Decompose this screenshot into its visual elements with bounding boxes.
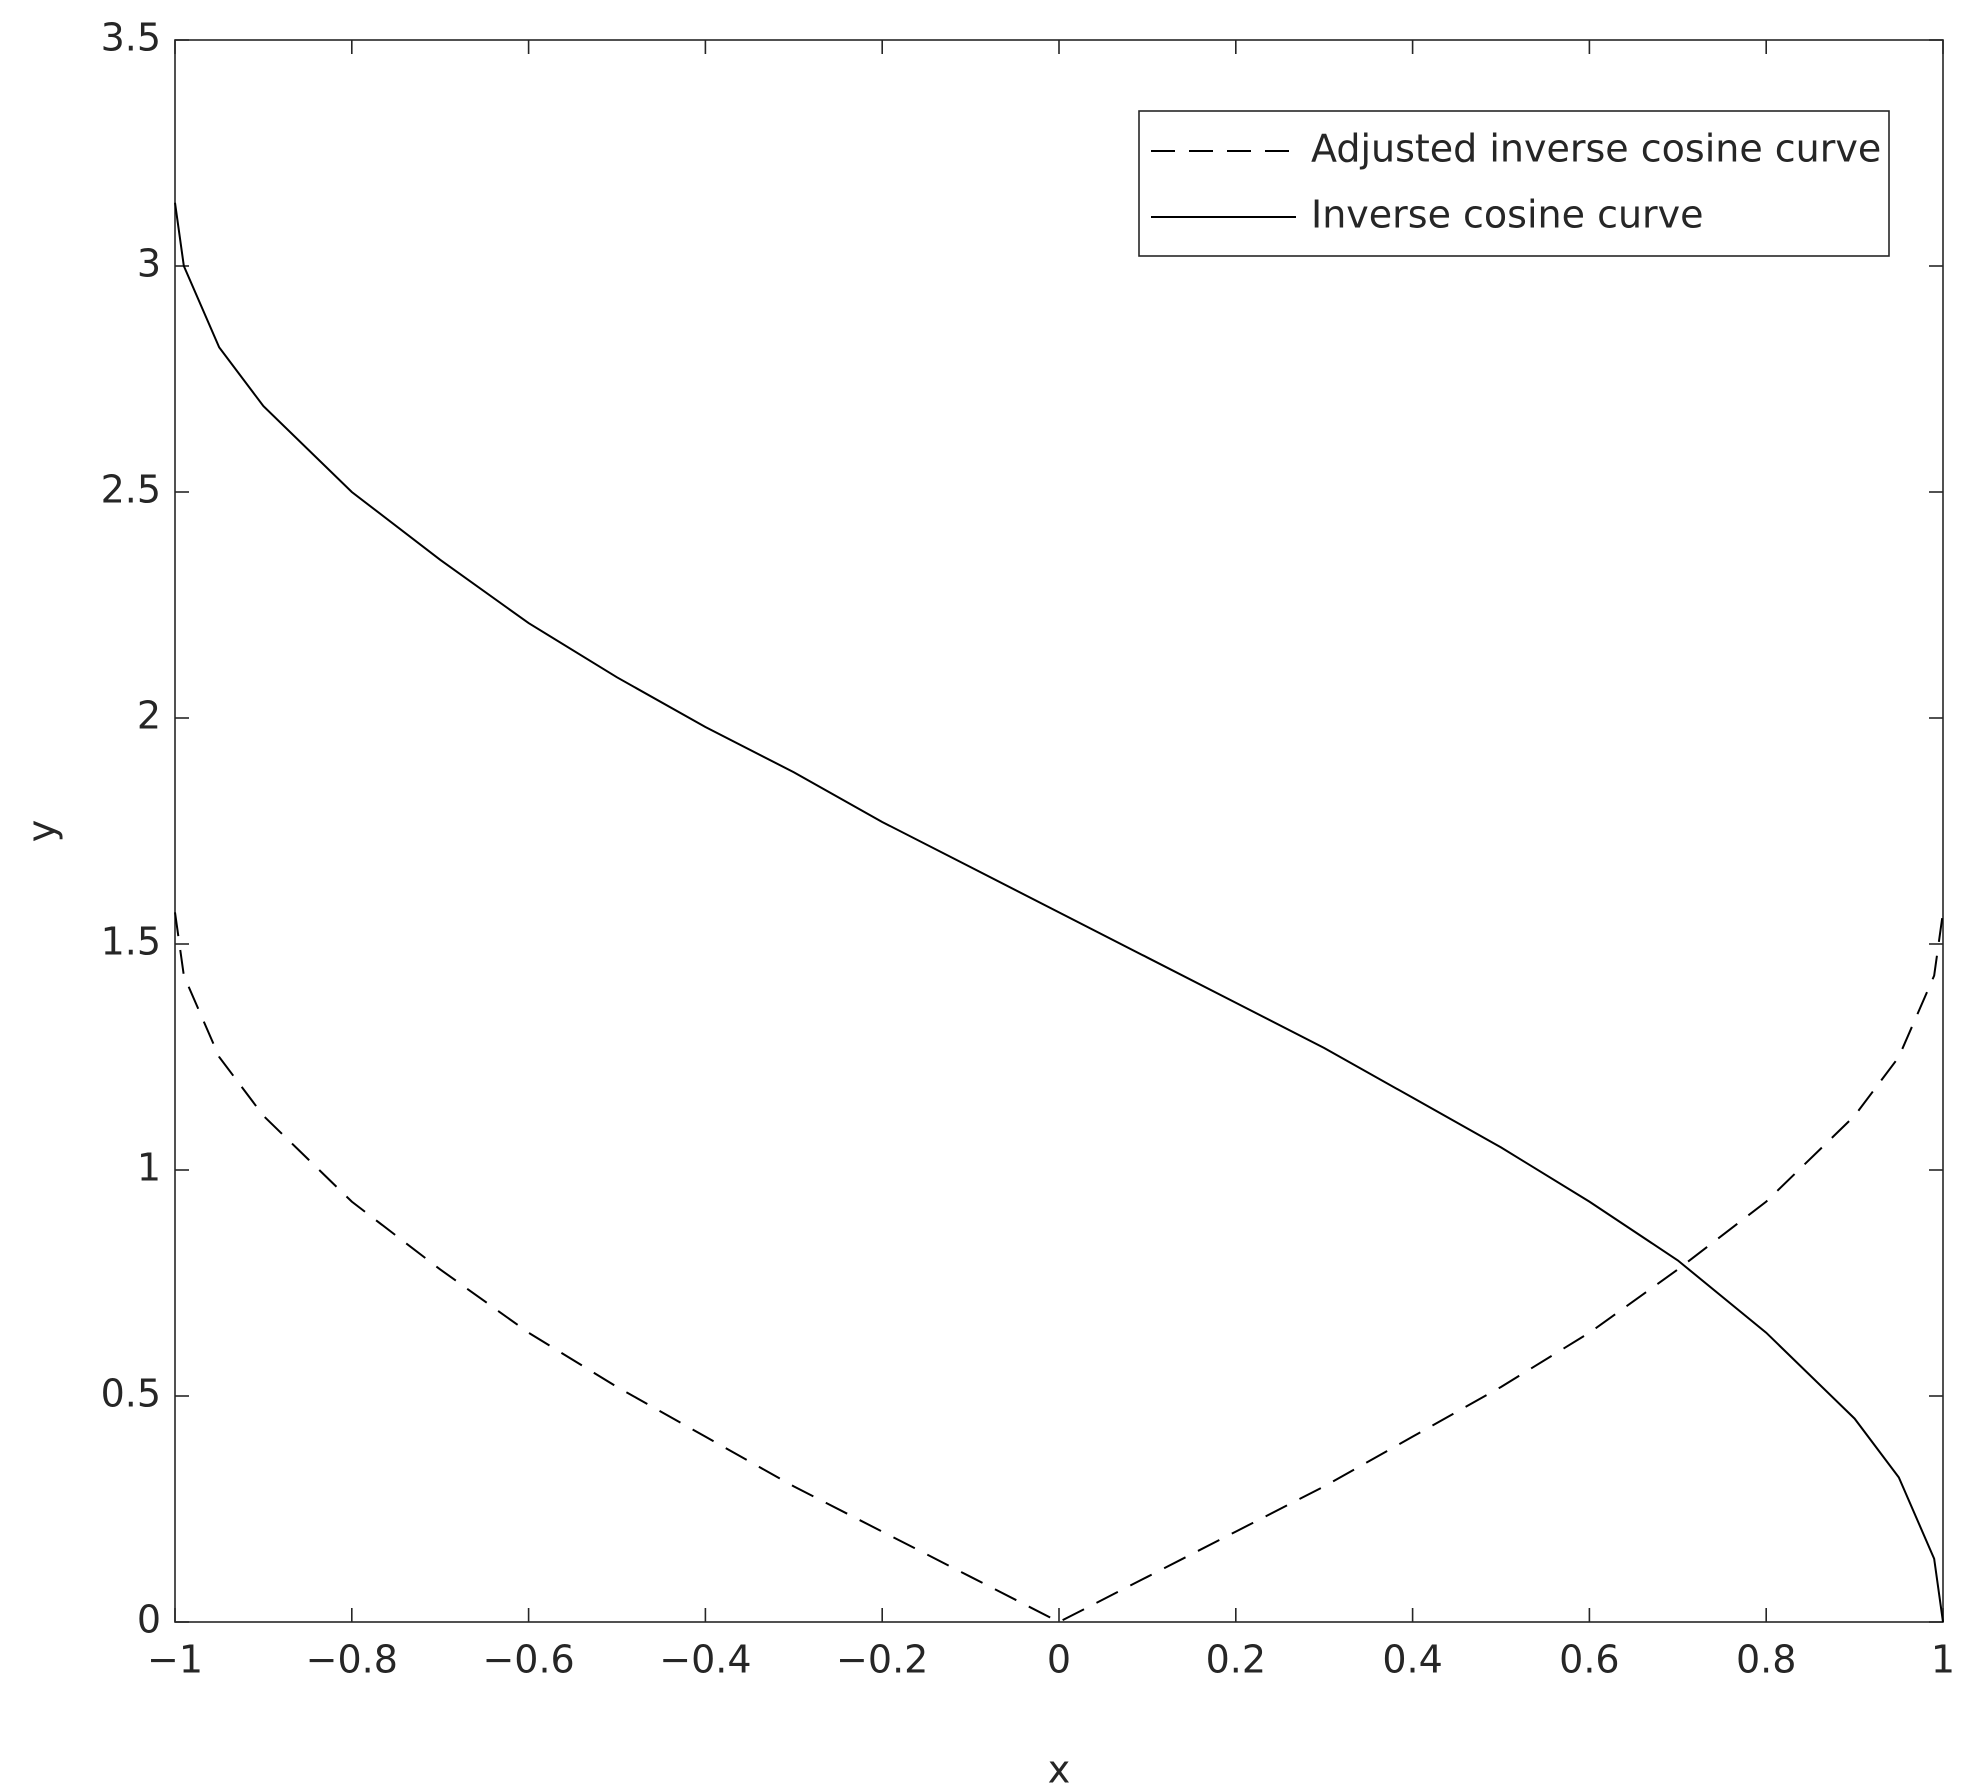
x-axis-label: x <box>1048 1748 1071 1792</box>
x-tick-label: −1 <box>147 1638 203 1682</box>
plot-area <box>174 39 1944 1623</box>
legend-box <box>1138 110 1890 257</box>
legend-label: Adjusted inverse cosine curve <box>1311 127 1881 171</box>
y-tick-label: 0.5 <box>101 1372 161 1416</box>
y-tick-label: 3.5 <box>101 16 161 60</box>
y-tick-label: 2 <box>137 694 161 738</box>
x-tick-label: −0.6 <box>482 1638 574 1682</box>
legend-label: Inverse cosine curve <box>1311 193 1704 237</box>
y-tick-label: 2.5 <box>101 468 161 512</box>
x-tick-label: 1 <box>1931 1638 1955 1682</box>
y-tick-label: 1 <box>137 1146 161 1190</box>
x-tick-label: 0 <box>1047 1638 1071 1682</box>
series-line <box>174 912 1944 1624</box>
x-tick-label: 0.2 <box>1206 1638 1266 1682</box>
series-line <box>174 202 1944 1623</box>
x-tick-label: 0.4 <box>1382 1638 1442 1682</box>
x-tick-label: 0.8 <box>1736 1638 1796 1682</box>
x-tick-label: −0.4 <box>659 1638 751 1682</box>
y-tick-label: 1.5 <box>101 920 161 964</box>
y-axis-label: y <box>20 820 64 843</box>
x-tick-label: −0.2 <box>836 1638 928 1682</box>
x-tick-label: 0.6 <box>1559 1638 1619 1682</box>
y-tick-label: 3 <box>137 242 161 286</box>
x-tick-label: −0.8 <box>306 1638 398 1682</box>
y-tick-label: 0 <box>137 1598 161 1642</box>
